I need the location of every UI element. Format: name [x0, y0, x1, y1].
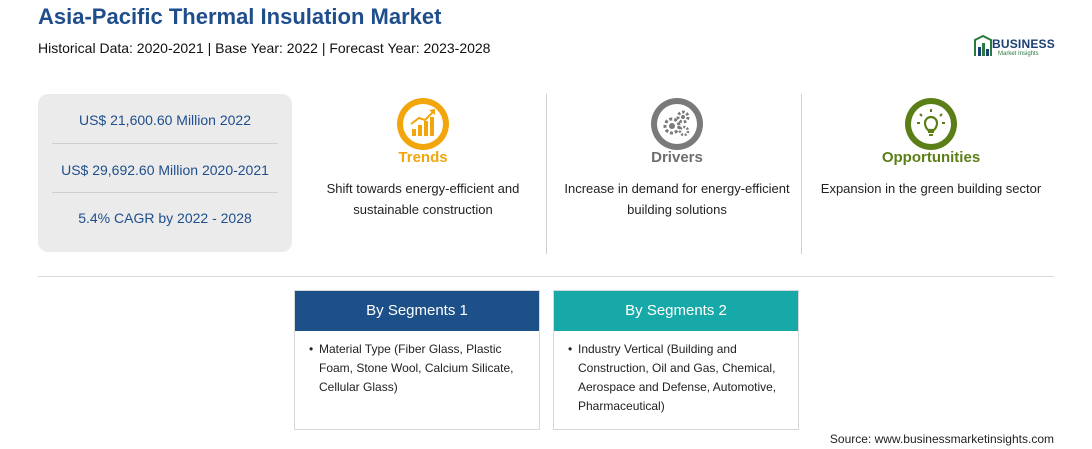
opportunities-text: Expansion in the green building sector [820, 181, 1042, 196]
lightbulb-icon [905, 98, 957, 150]
segment-1-body: • Material Type (Fiber Glass, Plastic Fo… [295, 331, 539, 397]
drivers-title: Drivers [651, 149, 703, 166]
stat-cagr: 5.4% CAGR by 2022 - 2028 [78, 210, 252, 226]
segment-2-text: Industry Vertical (Building and Construc… [578, 342, 777, 413]
rising-chart-icon [397, 98, 449, 150]
segment-2-body: • Industry Vertical (Building and Constr… [554, 331, 798, 416]
logo-word: BUSINESS [992, 37, 1055, 51]
stat-divider [52, 192, 278, 193]
trends-text: Shift towards energy-efficient and susta… [326, 181, 520, 217]
column-divider [546, 94, 547, 254]
source-credit: Source: www.businessmarketinsights.com [829, 432, 1054, 446]
segment-1-heading: By Segments 1 [295, 291, 539, 331]
page-title: Asia-Pacific Thermal Insulation Market [38, 4, 442, 29]
bullet-icon: • [568, 342, 573, 356]
trends-title: Trends [398, 149, 448, 166]
segment-card-1: By Segments 1 • Material Type (Fiber Gla… [294, 290, 540, 430]
opportunities-column: Opportunities Expansion in the green bui… [808, 94, 1054, 254]
stat-divider [52, 143, 278, 144]
drivers-column: Drivers Increase in demand for energy-ef… [554, 94, 800, 254]
segment-card-2: By Segments 2 • Industry Vertical (Build… [553, 290, 799, 430]
gears-icon [651, 98, 703, 150]
drivers-text: Increase in demand for energy-efficient … [564, 181, 790, 217]
column-divider [801, 94, 802, 254]
section-divider [38, 276, 1054, 277]
key-stats-panel: US$ 21,600.60 Million 2022 US$ 29,692.60… [38, 94, 292, 252]
company-logo: BUSINESS Market Insights [972, 34, 1058, 60]
page-subtitle: Historical Data: 2020-2021 | Base Year: … [38, 40, 491, 56]
logo-icon [974, 34, 992, 56]
segment-1-text: Material Type (Fiber Glass, Plastic Foam… [319, 342, 514, 394]
logo-subtext: Market Insights [998, 51, 1039, 57]
stat-market-size-historical: US$ 29,692.60 Million 2020-2021 [61, 162, 269, 178]
segment-2-heading: By Segments 2 [554, 291, 798, 331]
bullet-icon: • [309, 342, 314, 356]
opportunities-title: Opportunities [881, 149, 981, 166]
trends-column: Trends Shift towards energy-efficient an… [300, 94, 546, 254]
stat-market-size-2022: US$ 21,600.60 Million 2022 [78, 112, 251, 128]
